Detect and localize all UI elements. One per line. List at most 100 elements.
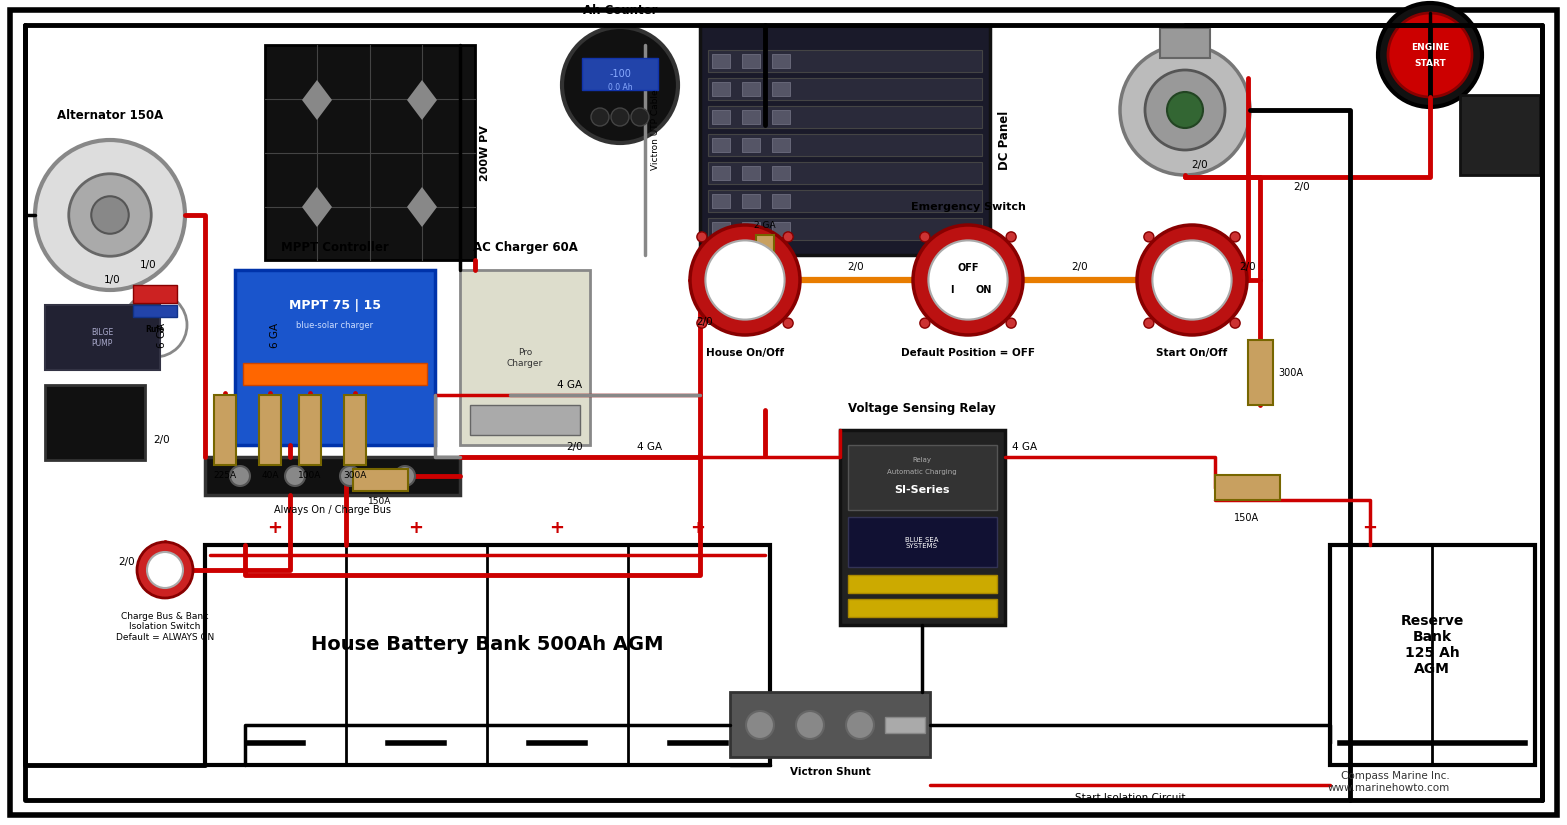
Text: Alternator 150A: Alternator 150A bbox=[56, 109, 163, 122]
Text: ENGINE: ENGINE bbox=[1410, 43, 1449, 51]
Text: 6 GA: 6 GA bbox=[270, 323, 280, 347]
Text: 100A: 100A bbox=[298, 471, 321, 480]
Text: -100: -100 bbox=[610, 69, 632, 79]
Text: +: + bbox=[550, 519, 564, 537]
Circle shape bbox=[1167, 92, 1203, 128]
Text: Victron UTP Cable: Victron UTP Cable bbox=[650, 90, 660, 170]
Bar bbox=[345, 395, 367, 465]
Circle shape bbox=[91, 196, 128, 233]
Bar bbox=[730, 692, 929, 757]
Text: SI-Series: SI-Series bbox=[895, 485, 950, 495]
Bar bbox=[848, 575, 997, 593]
Text: Default Position = OFF: Default Position = OFF bbox=[901, 348, 1034, 358]
Text: AC Charger 60A: AC Charger 60A bbox=[473, 241, 577, 254]
Text: 2/0: 2/0 bbox=[848, 262, 865, 272]
Bar bbox=[708, 218, 983, 240]
Text: BLUE SEA
SYSTEMS: BLUE SEA SYSTEMS bbox=[906, 536, 939, 549]
Bar bbox=[1214, 475, 1280, 500]
Bar bbox=[259, 395, 280, 465]
Bar bbox=[708, 78, 983, 100]
Text: +: + bbox=[1362, 519, 1377, 537]
Text: 1/0: 1/0 bbox=[103, 275, 121, 285]
Bar bbox=[848, 599, 997, 617]
Bar bbox=[773, 194, 790, 208]
Circle shape bbox=[285, 466, 306, 486]
Bar bbox=[711, 110, 730, 124]
Circle shape bbox=[1138, 225, 1247, 335]
Bar bbox=[1330, 545, 1536, 765]
Bar bbox=[133, 305, 177, 317]
Bar bbox=[708, 162, 983, 184]
Text: Ah Counter: Ah Counter bbox=[583, 4, 657, 17]
Bar bbox=[45, 385, 146, 460]
Bar bbox=[840, 430, 1004, 625]
Circle shape bbox=[1120, 45, 1250, 175]
Bar bbox=[265, 45, 475, 260]
Text: Relay: Relay bbox=[912, 457, 931, 463]
Text: 1/0: 1/0 bbox=[139, 260, 157, 270]
Bar bbox=[1247, 340, 1272, 405]
Bar bbox=[755, 235, 774, 280]
Circle shape bbox=[928, 240, 1008, 319]
Bar bbox=[743, 194, 760, 208]
Text: 6 GA: 6 GA bbox=[157, 323, 168, 347]
Text: +: + bbox=[409, 519, 423, 537]
Circle shape bbox=[784, 232, 793, 242]
Bar bbox=[773, 54, 790, 68]
Circle shape bbox=[136, 542, 193, 598]
Bar bbox=[743, 222, 760, 236]
Text: Charge Bus & Bank
Isolation Switch
Default = ALWAYS ON: Charge Bus & Bank Isolation Switch Defau… bbox=[116, 612, 215, 642]
Text: +: + bbox=[268, 519, 282, 537]
Text: blue-solar charger: blue-solar charger bbox=[296, 320, 373, 329]
Text: Pro
Charger: Pro Charger bbox=[506, 348, 544, 368]
Circle shape bbox=[632, 108, 649, 126]
Bar bbox=[711, 222, 730, 236]
Text: Voltage Sensing Relay: Voltage Sensing Relay bbox=[848, 402, 997, 415]
Bar bbox=[848, 445, 997, 510]
Text: 300A: 300A bbox=[343, 471, 367, 480]
Text: 2/0: 2/0 bbox=[1072, 262, 1089, 272]
Circle shape bbox=[34, 140, 185, 290]
Text: Victron Shunt: Victron Shunt bbox=[790, 767, 870, 777]
Circle shape bbox=[230, 466, 251, 486]
Text: OFF: OFF bbox=[957, 263, 979, 273]
Text: BILGE
PUMP: BILGE PUMP bbox=[91, 328, 113, 347]
Circle shape bbox=[395, 466, 415, 486]
Bar bbox=[773, 110, 790, 124]
Text: 4 GA: 4 GA bbox=[638, 442, 663, 452]
Bar bbox=[773, 138, 790, 152]
Text: ON: ON bbox=[976, 285, 992, 295]
Bar bbox=[581, 58, 658, 90]
Bar bbox=[711, 54, 730, 68]
Text: Reserve
Bank
125 Ah
AGM: Reserve Bank 125 Ah AGM bbox=[1401, 614, 1464, 676]
Text: 200W PV: 200W PV bbox=[480, 125, 490, 181]
Bar bbox=[743, 54, 760, 68]
Circle shape bbox=[920, 232, 929, 242]
Bar bbox=[470, 405, 580, 435]
Bar bbox=[773, 82, 790, 96]
Bar bbox=[133, 285, 177, 303]
Circle shape bbox=[1145, 70, 1225, 150]
Text: 2/0: 2/0 bbox=[119, 557, 135, 567]
Circle shape bbox=[1230, 318, 1239, 328]
Circle shape bbox=[591, 108, 610, 126]
Circle shape bbox=[563, 27, 679, 143]
Bar bbox=[773, 222, 790, 236]
Circle shape bbox=[1006, 232, 1015, 242]
Bar bbox=[205, 457, 461, 495]
Circle shape bbox=[914, 225, 1023, 335]
Bar bbox=[235, 270, 436, 445]
Bar bbox=[885, 717, 925, 733]
Bar bbox=[243, 363, 426, 385]
Bar bbox=[743, 166, 760, 180]
Bar bbox=[711, 194, 730, 208]
Text: 2/0: 2/0 bbox=[154, 435, 171, 445]
Circle shape bbox=[1230, 232, 1239, 242]
Circle shape bbox=[705, 240, 785, 319]
Text: Rule: Rule bbox=[146, 326, 165, 334]
Text: Always On / Charge Bus: Always On / Charge Bus bbox=[274, 505, 390, 515]
Text: 4 GA: 4 GA bbox=[1012, 442, 1037, 452]
Circle shape bbox=[1152, 240, 1232, 319]
Bar bbox=[1160, 28, 1210, 58]
Text: Compass Marine Inc.
www.marinehowto.com: Compass Marine Inc. www.marinehowto.com bbox=[1327, 771, 1449, 793]
